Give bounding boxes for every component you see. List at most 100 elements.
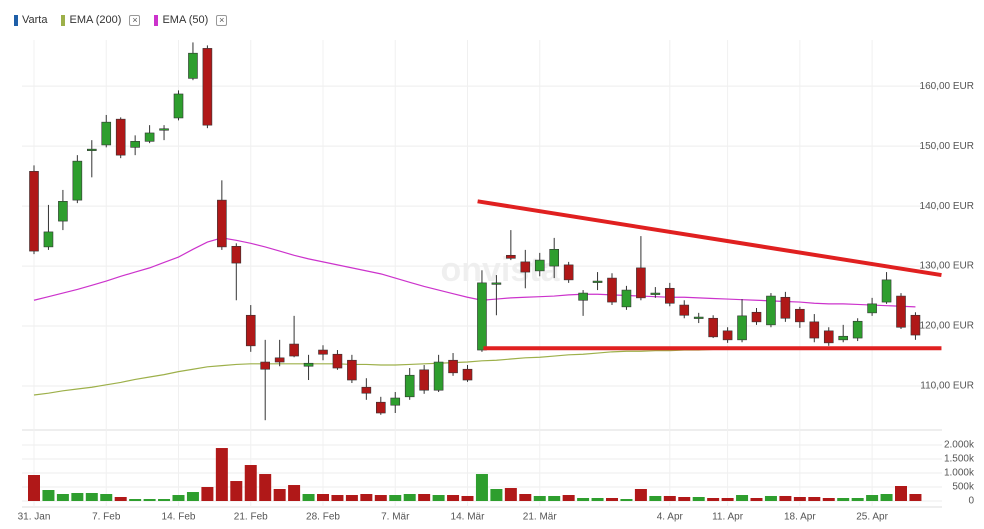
y2-tick-label: 500k bbox=[952, 482, 975, 493]
volume-bar bbox=[186, 492, 199, 501]
x-tick-label: 31. Jan bbox=[18, 512, 51, 523]
candle-body bbox=[231, 245, 242, 264]
candle-body bbox=[347, 359, 357, 381]
candle-body bbox=[621, 289, 632, 308]
volume-bar bbox=[143, 499, 156, 501]
candle-body bbox=[491, 282, 502, 285]
candle-body bbox=[780, 296, 791, 319]
legend-item[interactable]: Varta bbox=[14, 14, 47, 26]
volume-bar bbox=[475, 474, 488, 501]
candle-body bbox=[29, 171, 39, 252]
volume-bar bbox=[259, 474, 272, 501]
candle-body bbox=[202, 48, 213, 126]
volume-bar bbox=[895, 486, 907, 501]
candle-body bbox=[881, 279, 892, 303]
x-tick-label: 14. Feb bbox=[162, 512, 196, 523]
trend-line bbox=[477, 199, 942, 278]
volume-bar bbox=[490, 488, 503, 501]
candle-body bbox=[477, 282, 487, 351]
candle-body bbox=[549, 248, 560, 267]
volume-bar bbox=[374, 495, 387, 501]
candle-body bbox=[173, 93, 184, 119]
candle-body bbox=[910, 314, 921, 336]
y2-tick-label: 1.000k bbox=[944, 468, 975, 479]
volume-bar bbox=[447, 495, 460, 501]
volume-bar bbox=[750, 498, 763, 501]
legend-swatch bbox=[61, 14, 66, 26]
candle-body bbox=[159, 128, 169, 131]
y2-tick-label: 0 bbox=[968, 496, 974, 507]
y-tick-label: 140,00 EUR bbox=[920, 201, 974, 212]
legend-label: Varta bbox=[22, 14, 48, 26]
candle-body bbox=[462, 368, 473, 381]
candle-body bbox=[101, 121, 112, 146]
candle-body bbox=[693, 316, 704, 319]
volume-bar bbox=[201, 487, 214, 501]
candle-body bbox=[318, 349, 328, 355]
legend-swatch bbox=[14, 14, 18, 26]
volume-bar bbox=[100, 494, 113, 501]
volume-bar bbox=[172, 495, 185, 501]
candle-body bbox=[867, 303, 877, 314]
ema-line bbox=[33, 347, 916, 396]
candle-body bbox=[896, 295, 906, 328]
legend-item[interactable]: EMA (50) × bbox=[154, 14, 228, 26]
candle-body bbox=[361, 386, 372, 394]
candle-body bbox=[852, 320, 863, 339]
volume-bar bbox=[721, 498, 734, 501]
x-tick-label: 4. Apr bbox=[657, 512, 684, 523]
volume-bar bbox=[707, 498, 720, 501]
volume-bar bbox=[779, 495, 792, 501]
candle-body bbox=[115, 118, 126, 156]
remove-button[interactable]: × bbox=[129, 14, 141, 26]
volume-bar bbox=[389, 495, 402, 501]
candle-body bbox=[332, 353, 343, 369]
y-tick-label: 130,00 EUR bbox=[920, 261, 974, 272]
candle-body bbox=[303, 362, 314, 367]
candle-body bbox=[563, 264, 574, 281]
y-tick-label: 120,00 EUR bbox=[920, 321, 974, 332]
x-tick-label: 25. Apr bbox=[856, 512, 888, 523]
legend-swatch bbox=[154, 14, 159, 26]
volume-bar bbox=[606, 498, 618, 501]
y-tick-label: 150,00 EUR bbox=[920, 141, 974, 152]
remove-button[interactable]: × bbox=[216, 14, 228, 26]
volume-bar bbox=[678, 496, 691, 501]
volume-bar bbox=[302, 494, 315, 501]
candle-body bbox=[578, 292, 588, 301]
candle-body bbox=[751, 311, 762, 323]
volume-bar bbox=[331, 495, 344, 501]
candle-body bbox=[274, 357, 285, 363]
candle-body bbox=[766, 295, 776, 326]
candle-body bbox=[58, 201, 68, 222]
volume-bar bbox=[28, 475, 40, 501]
candle-body bbox=[260, 361, 271, 370]
volume-bar bbox=[42, 490, 55, 501]
x-tick-label: 14. Mär bbox=[451, 512, 486, 523]
candle-body bbox=[722, 330, 733, 341]
volume-bar bbox=[273, 488, 286, 501]
candle-body bbox=[448, 359, 458, 374]
candle-body bbox=[795, 308, 805, 323]
legend-label: EMA (200) bbox=[69, 14, 122, 26]
x-tick-label: 21. Mär bbox=[523, 512, 558, 523]
candle-body bbox=[737, 315, 747, 341]
volume-bar bbox=[764, 495, 777, 501]
volume-bar bbox=[519, 494, 532, 501]
volume-bar bbox=[591, 498, 604, 501]
volume-bar bbox=[822, 498, 835, 501]
volume-bar bbox=[71, 492, 84, 501]
candle-body bbox=[390, 397, 401, 406]
volume-bar bbox=[432, 495, 445, 501]
legend: Varta EMA (200) × EMA (50) × bbox=[14, 14, 228, 26]
volume-bar bbox=[288, 485, 301, 501]
candle-body bbox=[708, 317, 718, 338]
legend-item[interactable]: EMA (200) × bbox=[61, 14, 141, 26]
volume-bar bbox=[692, 496, 705, 501]
candle-body bbox=[838, 335, 849, 341]
volume-bar bbox=[345, 495, 358, 501]
candle-body bbox=[188, 52, 198, 79]
volume-bar bbox=[634, 488, 647, 501]
candle-body bbox=[809, 321, 820, 339]
candle-body bbox=[130, 141, 140, 148]
